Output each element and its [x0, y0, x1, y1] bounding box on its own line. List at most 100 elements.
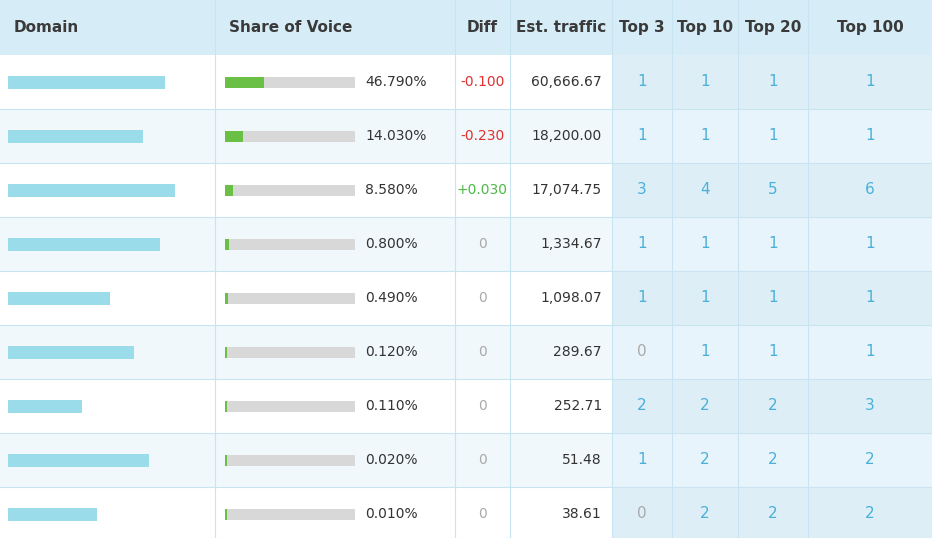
Text: 60,666.67: 60,666.67: [531, 75, 602, 89]
Text: 1: 1: [768, 291, 778, 306]
Bar: [8, 75, 165, 88]
Bar: [225, 455, 355, 465]
Text: 0: 0: [478, 399, 487, 413]
Text: 1: 1: [865, 129, 875, 144]
Bar: [8, 400, 82, 413]
Bar: [8, 183, 174, 196]
Bar: [8, 237, 159, 251]
Text: 2: 2: [700, 452, 710, 468]
Bar: [225, 238, 355, 250]
Text: 1: 1: [700, 291, 710, 306]
Text: 4: 4: [700, 182, 710, 197]
Text: 1: 1: [768, 237, 778, 251]
Bar: [0, 109, 612, 163]
Text: -0.230: -0.230: [460, 129, 504, 143]
Text: Diff: Diff: [467, 20, 498, 35]
Text: 0.490%: 0.490%: [365, 291, 418, 305]
Text: Top 100: Top 100: [837, 20, 903, 35]
Bar: [612, 109, 932, 163]
Text: 1: 1: [700, 344, 710, 359]
Bar: [225, 400, 227, 412]
Text: 17,074.75: 17,074.75: [532, 183, 602, 197]
Bar: [0, 55, 612, 109]
Text: 0: 0: [478, 453, 487, 467]
Text: 1: 1: [637, 237, 647, 251]
Text: 0.010%: 0.010%: [365, 507, 418, 521]
Text: 14.030%: 14.030%: [365, 129, 426, 143]
Bar: [0, 379, 612, 433]
Bar: [225, 346, 227, 357]
Text: 0: 0: [478, 291, 487, 305]
Text: 1: 1: [768, 344, 778, 359]
Text: 0: 0: [478, 345, 487, 359]
Text: 0.020%: 0.020%: [365, 453, 418, 467]
Text: 252.71: 252.71: [554, 399, 602, 413]
Bar: [225, 131, 355, 141]
Bar: [612, 55, 932, 109]
Text: 6: 6: [865, 182, 875, 197]
Bar: [0, 271, 612, 325]
Text: 1: 1: [700, 74, 710, 89]
Bar: [225, 508, 355, 520]
Bar: [225, 131, 242, 141]
Text: 0.110%: 0.110%: [365, 399, 418, 413]
Text: Top 3: Top 3: [619, 20, 665, 35]
Text: 1: 1: [865, 344, 875, 359]
Bar: [225, 293, 355, 303]
Text: 1: 1: [637, 74, 647, 89]
Text: 289.67: 289.67: [554, 345, 602, 359]
Text: -0.100: -0.100: [460, 75, 505, 89]
Bar: [8, 345, 134, 358]
Text: 1: 1: [865, 291, 875, 306]
Text: 0: 0: [478, 237, 487, 251]
Text: 1: 1: [700, 129, 710, 144]
Bar: [8, 130, 143, 143]
Text: 1: 1: [637, 452, 647, 468]
Text: Est. traffic: Est. traffic: [516, 20, 606, 35]
Text: 2: 2: [865, 452, 875, 468]
Text: 1: 1: [768, 129, 778, 144]
Bar: [225, 293, 227, 303]
Bar: [0, 163, 612, 217]
Text: 2: 2: [700, 399, 710, 414]
Bar: [612, 217, 932, 271]
Bar: [0, 487, 612, 538]
Bar: [612, 487, 932, 538]
Bar: [225, 185, 355, 195]
Bar: [8, 507, 97, 520]
Text: 0.800%: 0.800%: [365, 237, 418, 251]
Text: 1: 1: [768, 74, 778, 89]
Text: 0: 0: [478, 507, 487, 521]
Text: 3: 3: [865, 399, 875, 414]
Bar: [0, 433, 612, 487]
Text: 0.120%: 0.120%: [365, 345, 418, 359]
Bar: [225, 346, 355, 357]
Bar: [612, 379, 932, 433]
Bar: [612, 325, 932, 379]
Text: 8.580%: 8.580%: [365, 183, 418, 197]
Text: 1: 1: [637, 129, 647, 144]
Text: Top 20: Top 20: [745, 20, 802, 35]
Text: 0: 0: [637, 506, 647, 521]
Text: 5: 5: [768, 182, 778, 197]
Bar: [225, 508, 226, 520]
Text: 18,200.00: 18,200.00: [532, 129, 602, 143]
Bar: [8, 292, 110, 305]
Text: 38.61: 38.61: [562, 507, 602, 521]
Text: 1,334.67: 1,334.67: [541, 237, 602, 251]
Text: 3: 3: [637, 182, 647, 197]
Text: Share of Voice: Share of Voice: [229, 20, 352, 35]
Text: 1: 1: [865, 74, 875, 89]
Bar: [0, 325, 612, 379]
Text: 2: 2: [637, 399, 647, 414]
Text: 2: 2: [768, 399, 778, 414]
Bar: [225, 238, 229, 250]
Text: Domain: Domain: [14, 20, 79, 35]
Bar: [612, 271, 932, 325]
Bar: [225, 455, 226, 465]
Text: 2: 2: [768, 452, 778, 468]
Bar: [612, 163, 932, 217]
Bar: [612, 433, 932, 487]
Text: 46.790%: 46.790%: [365, 75, 427, 89]
Text: Top 10: Top 10: [677, 20, 733, 35]
